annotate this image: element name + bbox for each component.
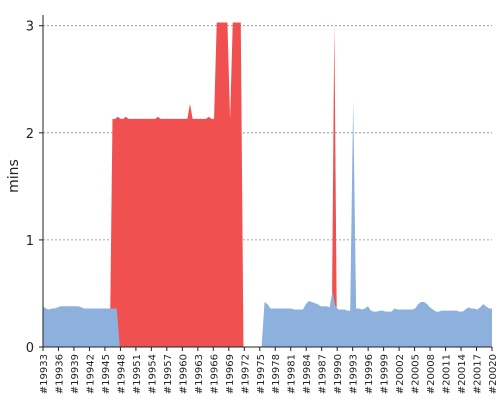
x-tick-label: #19978 <box>271 354 282 394</box>
x-tick-label: #19999 <box>380 354 391 394</box>
x-tick-label: #19960 <box>178 354 189 394</box>
y-tick-label: 0 <box>26 341 34 356</box>
x-tick-label: #19933 <box>39 354 50 394</box>
area-series-group <box>43 22 492 348</box>
x-tick-label: #19936 <box>54 354 65 394</box>
x-tick-label: #19951 <box>132 354 143 394</box>
x-tick-label: #20011 <box>442 354 453 394</box>
x-tick-labels: #19933 #19936 #19939 #19942 #19945 #19948 #199… <box>39 347 499 394</box>
axes <box>42 15 492 348</box>
y-tick-label: 2 <box>26 127 34 142</box>
y-tick-label: 1 <box>26 234 34 249</box>
x-tick-label: #19966 <box>209 354 220 394</box>
y-tick-labels: 0 1 2 3 <box>26 20 43 356</box>
x-tick-label: #19954 <box>147 354 158 394</box>
x-tick-label: #19990 <box>333 354 344 394</box>
x-tick-label: #20005 <box>411 354 422 394</box>
x-tick-label: #20008 <box>426 354 437 394</box>
area-series-2 <box>43 100 492 348</box>
x-tick-label: #19993 <box>349 354 360 394</box>
x-tick-label: #19948 <box>116 354 127 394</box>
x-tick-label: #19987 <box>318 354 329 394</box>
x-tick-label: #19942 <box>85 354 96 394</box>
y-axis-label: mins <box>6 159 22 193</box>
x-tick-label: #19975 <box>256 354 267 394</box>
x-tick-label: #20020 <box>488 354 499 394</box>
x-tick-label: #19969 <box>225 354 236 394</box>
x-tick-label: #20017 <box>473 354 484 394</box>
x-tick-label: #20002 <box>395 354 406 394</box>
x-tick-label: #19945 <box>101 354 112 394</box>
x-tick-label: #19984 <box>302 354 313 394</box>
x-tick-label: #19996 <box>364 354 375 394</box>
x-tick-label: #20014 <box>457 354 468 394</box>
x-tick-label: #19963 <box>194 354 205 394</box>
area-series-1 <box>43 22 492 347</box>
gridlines <box>43 25 492 241</box>
x-tick-label: #19957 <box>163 354 174 394</box>
x-tick-label: #19972 <box>240 354 251 394</box>
x-tick-label: #19939 <box>70 354 81 394</box>
x-tick-label: #19981 <box>287 354 298 394</box>
y-tick-label: 3 <box>26 20 34 35</box>
